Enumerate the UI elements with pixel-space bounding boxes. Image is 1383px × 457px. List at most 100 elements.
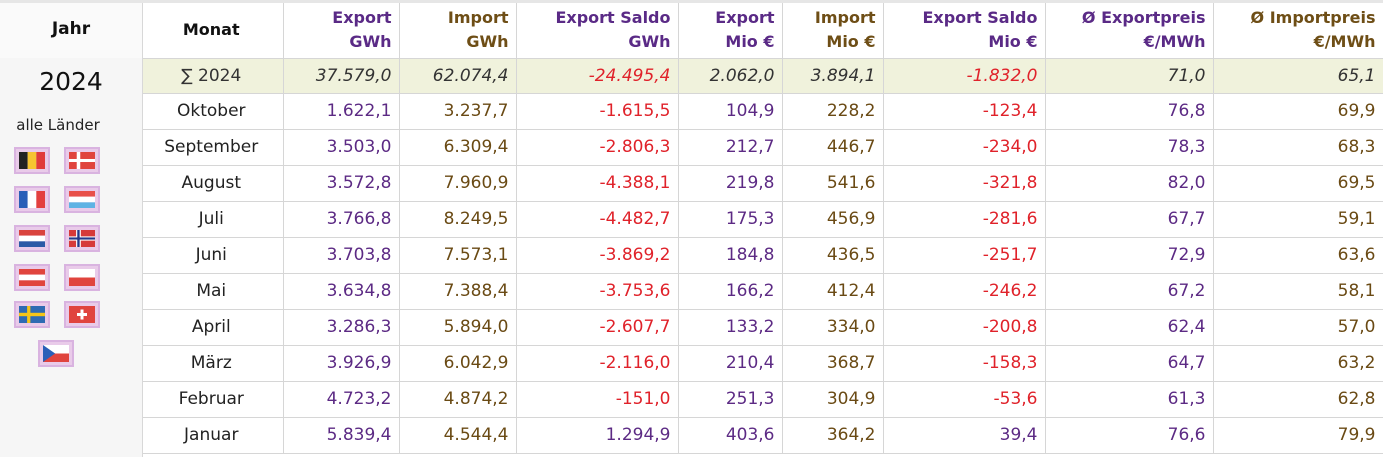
sum-export-gwh: 37.579,0 <box>283 58 400 94</box>
sum-label: ∑ 2024 <box>143 58 284 94</box>
table-row[interactable]: Oktober 1.622,1 3.237,7 -1.615,5 104,9 228,2-… <box>143 93 1383 130</box>
cell-month: Februar <box>143 381 284 418</box>
cell-export-gwh: 3.634,8 <box>283 273 400 310</box>
cell-export-gwh: 4.723,2 <box>283 381 400 418</box>
flag-netherlands-icon[interactable] <box>14 225 50 252</box>
cell-saldo-gwh: -4.482,7 <box>516 201 679 238</box>
flag-czechia-icon[interactable] <box>38 340 74 367</box>
header-export-gwh[interactable]: Export GWh <box>283 3 400 59</box>
cell-import-gwh: 4.544,4 <box>399 417 517 454</box>
cell-saldo-gwh: -2.806,3 <box>516 129 679 166</box>
cell-month: April <box>143 309 284 346</box>
cell-month: Juni <box>143 237 284 274</box>
cell-export-eur: 133,2 <box>678 309 783 346</box>
cell-price-imp: 58,1 <box>1213 273 1383 310</box>
cell-import-gwh: 7.573,1 <box>399 237 517 274</box>
table-row[interactable]: Juli 3.766,8 8.249,5 -4.482,7 175,3 456,9 -281… <box>143 201 1383 238</box>
sum-price-exp: 71,0 <box>1045 58 1214 94</box>
flag-austria-icon[interactable] <box>14 264 50 291</box>
cell-price-exp: 82,0 <box>1045 165 1214 202</box>
cell-price-imp: 79,9 <box>1213 417 1383 454</box>
cell-export-eur: 403,6 <box>678 417 783 454</box>
cell-saldo-gwh: -2.607,7 <box>516 309 679 346</box>
cell-export-eur: 175,3 <box>678 201 783 238</box>
cell-saldo-gwh: -2.116,0 <box>516 345 679 382</box>
flag-belgium-icon[interactable] <box>14 147 50 174</box>
cell-import-gwh: 6.042,9 <box>399 345 517 382</box>
cell-month: Januar <box>143 417 284 454</box>
cell-export-gwh: 1.622,1 <box>283 93 400 130</box>
flag-norway-icon[interactable] <box>64 225 100 252</box>
header-export-saldo-gwh[interactable]: Export Saldo GWh <box>516 3 679 59</box>
cell-import-gwh: 6.309,4 <box>399 129 517 166</box>
cell-price-exp: 64,7 <box>1045 345 1214 382</box>
cell-export-gwh: 3.572,8 <box>283 165 400 202</box>
cell-import-eur: 436,5 <box>782 237 884 274</box>
cell-saldo-gwh: -151,0 <box>516 381 679 418</box>
cell-saldo-eur: -321,8 <box>883 165 1046 202</box>
cell-saldo-eur: -158,3 <box>883 345 1046 382</box>
header-import-gwh[interactable]: Import GWh <box>399 3 517 59</box>
cell-price-exp: 67,7 <box>1045 201 1214 238</box>
cell-export-gwh: 3.286,3 <box>283 309 400 346</box>
cell-price-imp: 59,1 <box>1213 201 1383 238</box>
cell-import-eur: 412,4 <box>782 273 884 310</box>
all-countries-link[interactable]: alle Länder <box>16 116 100 134</box>
cell-import-gwh: 7.960,9 <box>399 165 517 202</box>
flag-poland-icon[interactable] <box>64 264 100 291</box>
cell-export-gwh: 3.766,8 <box>283 201 400 238</box>
cell-import-eur: 228,2 <box>782 93 884 130</box>
cell-saldo-gwh: 1.294,9 <box>516 417 679 454</box>
flag-denmark-icon[interactable] <box>64 147 100 174</box>
table-row[interactable]: September 3.503,0 6.309,4 -2.806,3 212,7 446,… <box>143 129 1383 166</box>
table-row[interactable]: März 3.926,9 6.042,9 -2.116,0 210,4 368,7 -158… <box>143 345 1383 382</box>
cell-price-imp: 63,6 <box>1213 237 1383 274</box>
cell-price-exp: 67,2 <box>1045 273 1214 310</box>
flag-luxembourg-icon[interactable] <box>64 186 100 213</box>
table-row[interactable]: Juni 3.703,8 7.573,1 -3.869,2 184,8 436,5 -251… <box>143 237 1383 274</box>
sidebar-year-header: Jahr <box>0 3 142 58</box>
cell-export-eur: 212,7 <box>678 129 783 166</box>
cell-price-exp: 76,6 <box>1045 417 1214 454</box>
header-avg-export-price[interactable]: Ø Exportpreis €/MWh <box>1045 3 1214 59</box>
cell-export-eur: 251,3 <box>678 381 783 418</box>
cell-price-imp: 68,3 <box>1213 129 1383 166</box>
sum-saldo-gwh: -24.495,4 <box>516 58 679 94</box>
header-export-saldo-mio-eur[interactable]: Export Saldo Mio € <box>883 3 1046 59</box>
table-row[interactable]: Januar 5.839,4 4.544,4 1.294,9 403,6 364,2 39,… <box>143 417 1383 454</box>
cell-import-eur: 304,9 <box>782 381 884 418</box>
table-row[interactable]: Mai 3.634,8 7.388,4 -3.753,6 166,2 412,4 -246,… <box>143 273 1383 310</box>
cell-export-gwh: 3.703,8 <box>283 237 400 274</box>
table-header-row: Monat Export GWh Import GWh Export Saldo GW… <box>143 3 1383 59</box>
cell-month: Juli <box>143 201 284 238</box>
top-strip <box>0 0 1383 3</box>
cell-import-gwh: 4.874,2 <box>399 381 517 418</box>
table-row[interactable]: August 3.572,8 7.960,9 -4.388,1 219,8 541,6 -3… <box>143 165 1383 202</box>
year-selector[interactable]: 2024 <box>39 67 103 96</box>
table-row[interactable]: April 3.286,3 5.894,0 -2.607,7 133,2 334,0 -20… <box>143 309 1383 346</box>
cell-import-eur: 456,9 <box>782 201 884 238</box>
cell-month: September <box>143 129 284 166</box>
cell-import-eur: 368,7 <box>782 345 884 382</box>
cell-import-gwh: 3.237,7 <box>399 93 517 130</box>
cell-month: Mai <box>143 273 284 310</box>
header-avg-import-price[interactable]: Ø Importpreis €/MWh <box>1213 3 1383 59</box>
sum-price-imp: 65,1 <box>1213 58 1383 94</box>
flag-switzerland-icon[interactable] <box>64 301 100 328</box>
cell-price-imp: 62,8 <box>1213 381 1383 418</box>
cell-price-exp: 61,3 <box>1045 381 1214 418</box>
flag-sweden-icon[interactable] <box>14 301 50 328</box>
electricity-trade-table: Monat Export GWh Import GWh Export Saldo GW… <box>143 3 1383 454</box>
cell-import-gwh: 8.249,5 <box>399 201 517 238</box>
cell-saldo-eur: -251,7 <box>883 237 1046 274</box>
header-import-mio-eur[interactable]: Import Mio € <box>782 3 884 59</box>
cell-saldo-gwh: -3.753,6 <box>516 273 679 310</box>
header-export-mio-eur[interactable]: Export Mio € <box>678 3 783 59</box>
header-month[interactable]: Monat <box>143 3 284 59</box>
flag-france-icon[interactable] <box>14 186 50 213</box>
cell-price-exp: 76,8 <box>1045 93 1214 130</box>
cell-price-imp: 69,5 <box>1213 165 1383 202</box>
cell-import-eur: 364,2 <box>782 417 884 454</box>
table-row[interactable]: Februar 4.723,2 4.874,2 -151,0 251,3 304,9 -53… <box>143 381 1383 418</box>
cell-price-exp: 78,3 <box>1045 129 1214 166</box>
